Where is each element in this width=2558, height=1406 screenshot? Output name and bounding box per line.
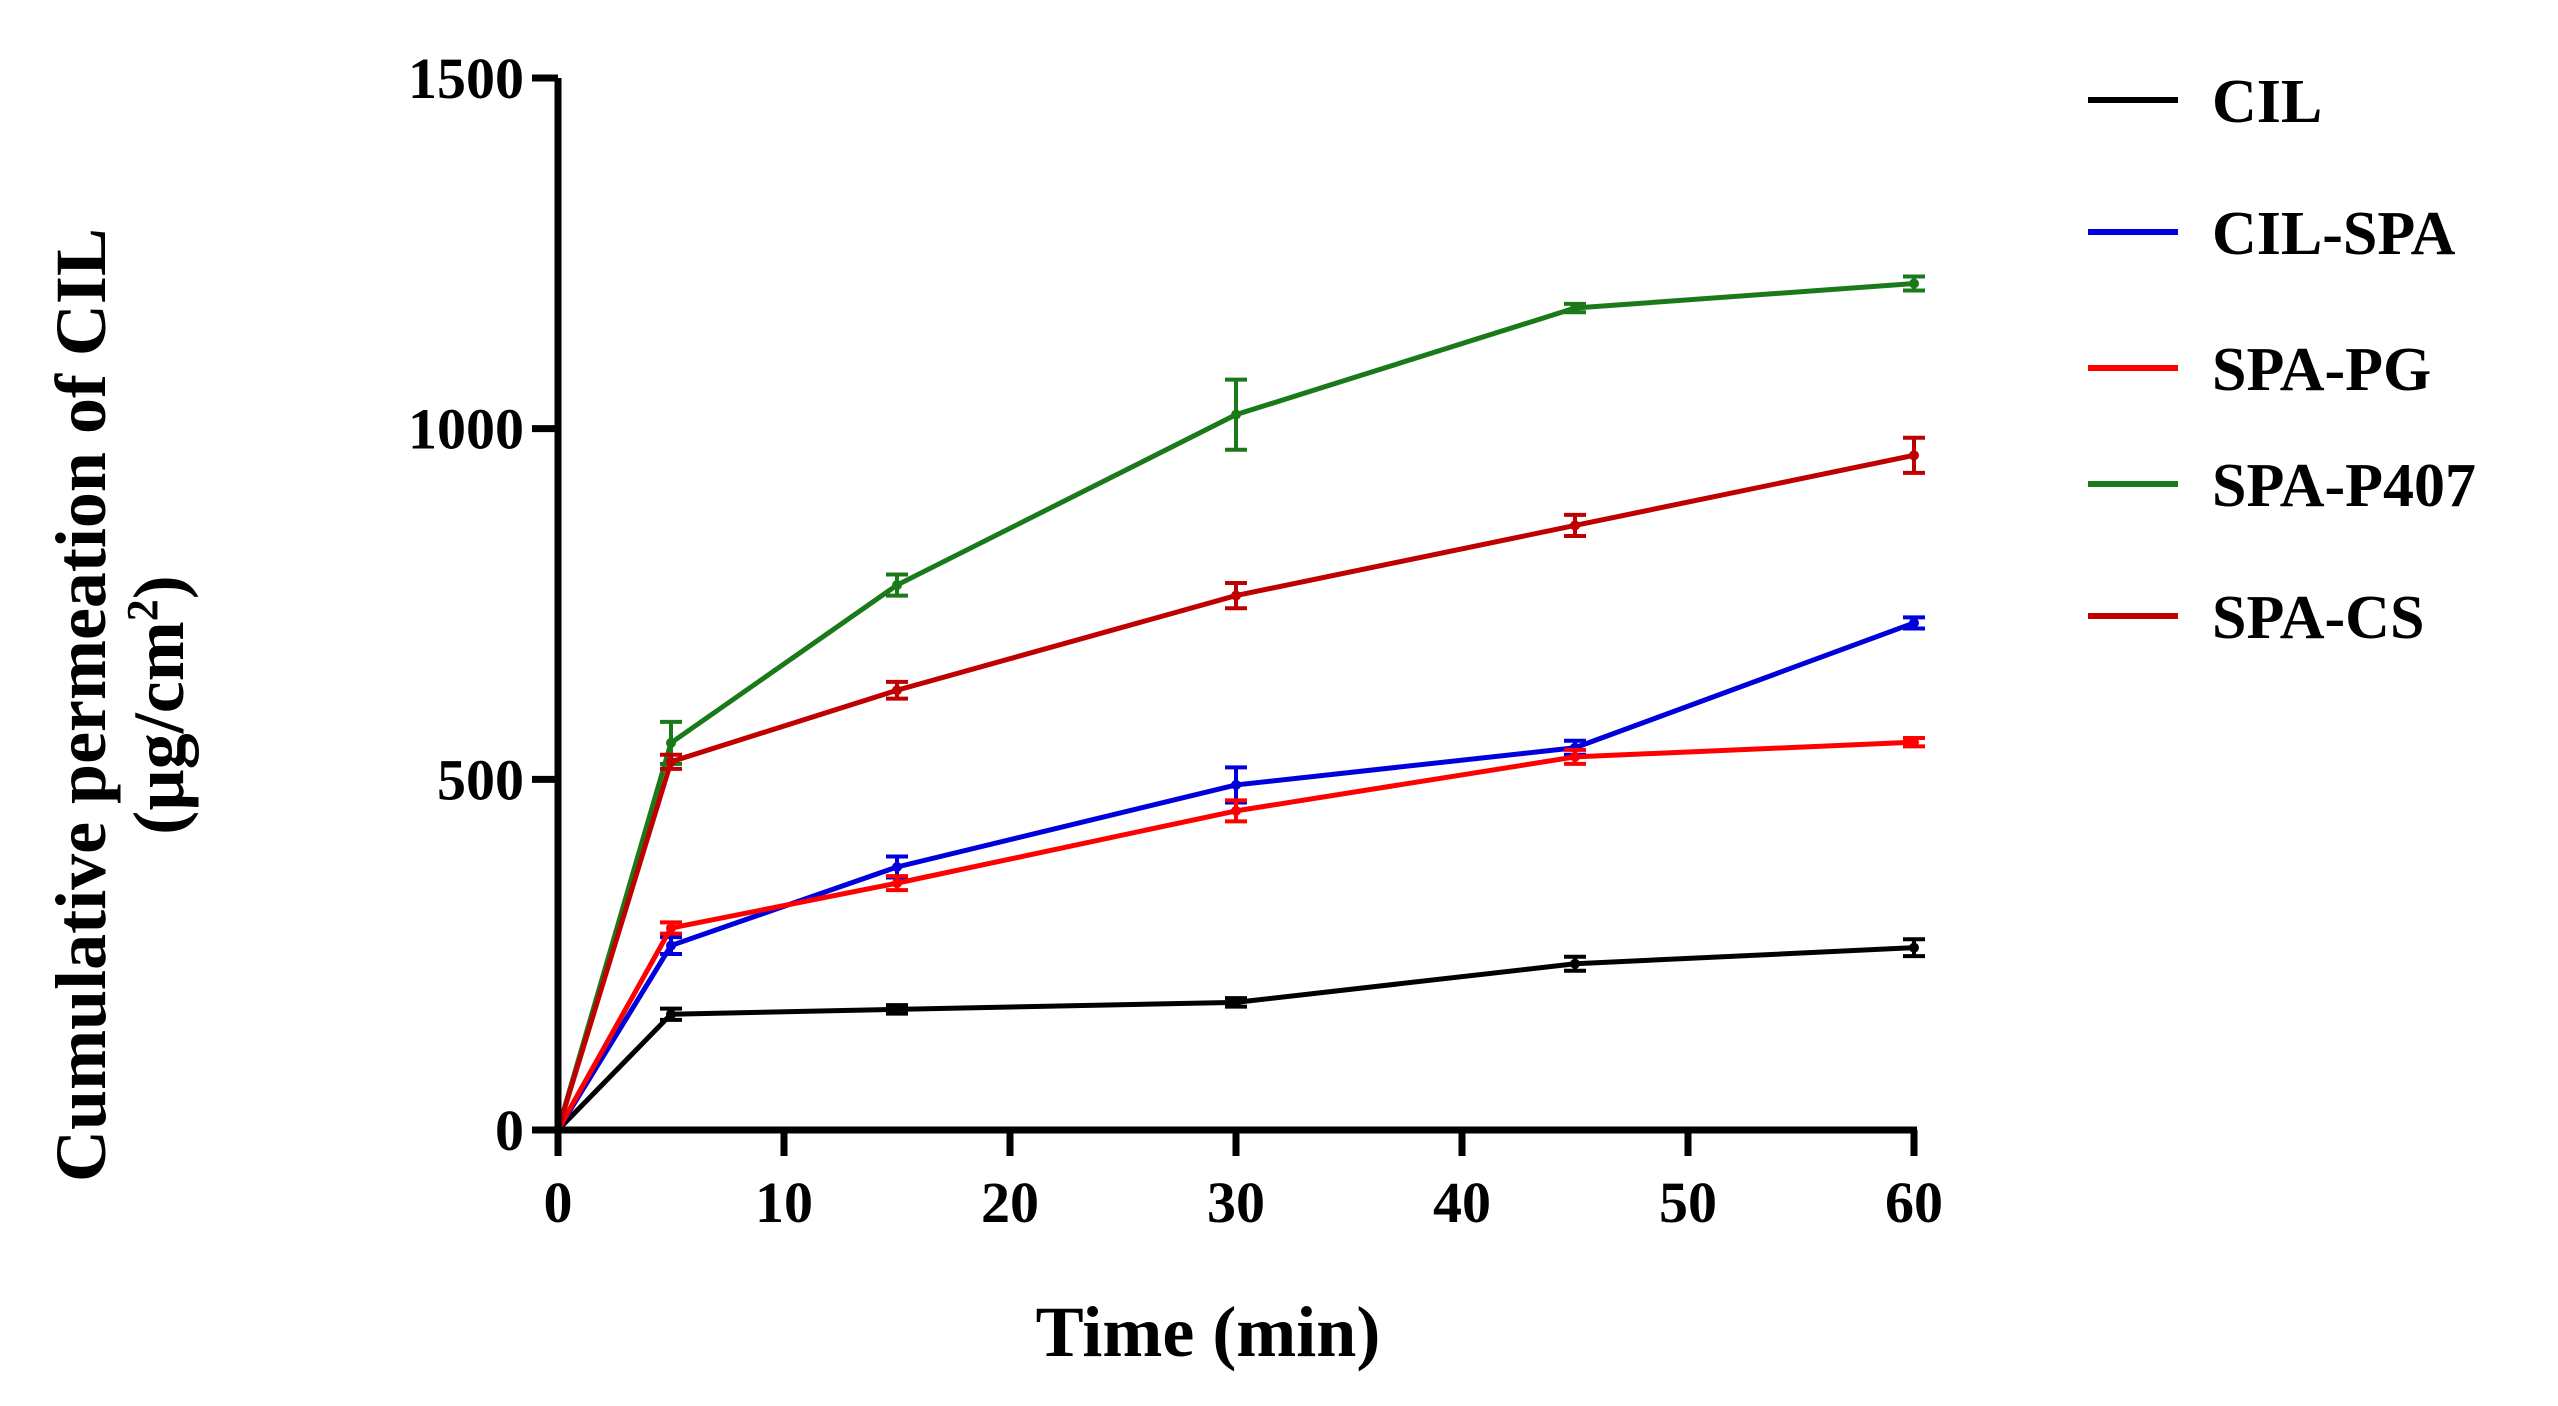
data-point [1231, 997, 1241, 1008]
y-tick-label: 1500 [408, 46, 524, 111]
plot-area [553, 274, 1925, 1135]
data-point [1909, 617, 1919, 628]
y-axis-unit-superscript: 2 [118, 599, 167, 621]
y-ticks: 0 500 1000 1500 [408, 46, 558, 1163]
data-point [1909, 737, 1919, 748]
x-tick-label: 40 [1433, 1170, 1491, 1235]
x-tick-label: 20 [981, 1170, 1039, 1235]
y-axis-unit-suffix: ) [119, 575, 199, 599]
data-point [1231, 590, 1241, 601]
data-point [1570, 751, 1580, 762]
data-point [666, 940, 676, 951]
series-line [555, 739, 1915, 1132]
legend-item-spa-cs: SPA-CS [2088, 584, 2424, 652]
series-cil [553, 937, 1925, 1135]
x-tick-label: 50 [1659, 1170, 1717, 1235]
data-point [1570, 958, 1580, 969]
data-point [1570, 520, 1580, 531]
x-ticks: 0 10 20 30 40 50 60 [544, 1130, 1943, 1235]
data-point [666, 756, 676, 767]
data-point [892, 580, 902, 591]
data-point [1231, 779, 1241, 790]
y-axis-title-line1: Cumulative permeation of CIL [41, 228, 121, 1182]
data-point [1909, 278, 1919, 289]
series-line [555, 452, 1915, 1131]
data-point [1570, 303, 1580, 314]
data-point [1231, 409, 1241, 420]
series-line [555, 280, 1915, 1131]
data-point [1231, 805, 1241, 816]
data-point [892, 862, 902, 872]
series-line [556, 945, 1915, 1132]
x-axis-title: Time (min) [1036, 1292, 1381, 1372]
data-point [666, 737, 676, 748]
x-tick-label: 0 [544, 1170, 573, 1235]
y-tick-label: 0 [495, 1098, 524, 1163]
data-point [892, 878, 902, 889]
legend-label: CIL [2212, 68, 2322, 136]
legend-label: SPA-P407 [2212, 452, 2476, 520]
data-point [1909, 450, 1919, 461]
y-tick-label: 500 [437, 747, 524, 812]
series-cil-spa [553, 615, 1925, 1135]
data-point [666, 1009, 676, 1020]
legend-label: SPA-CS [2212, 584, 2424, 652]
legend-label: SPA-PG [2212, 336, 2431, 404]
data-point [1909, 942, 1919, 953]
x-tick-label: 60 [1885, 1170, 1943, 1235]
legend-item-spa-pg: SPA-PG [2088, 336, 2431, 404]
data-point [892, 685, 902, 696]
y-axis-unit-prefix: (µg/cm [119, 621, 199, 834]
legend-label: CIL-SPA [2212, 200, 2456, 268]
y-tick-label: 1000 [408, 397, 524, 462]
data-point [892, 1004, 902, 1015]
x-tick-label: 30 [1207, 1170, 1265, 1235]
legend-item-cil: CIL [2088, 68, 2322, 136]
y-axis-title: Cumulative permeation of CIL (µg/cm2) [41, 228, 199, 1182]
data-point [666, 923, 676, 934]
series-line [555, 620, 1915, 1132]
y-axis-title-line2: (µg/cm2) [118, 575, 199, 834]
series-spa-cs [553, 435, 1925, 1135]
legend: CIL CIL-SPA SPA-PG SPA-P407 SPA-CS [2088, 68, 2476, 652]
x-tick-label: 10 [755, 1170, 813, 1235]
legend-item-spa-p407: SPA-P407 [2088, 452, 2476, 520]
legend-item-cil-spa: CIL-SPA [2088, 200, 2456, 268]
series-spa-pg [553, 735, 1925, 1135]
